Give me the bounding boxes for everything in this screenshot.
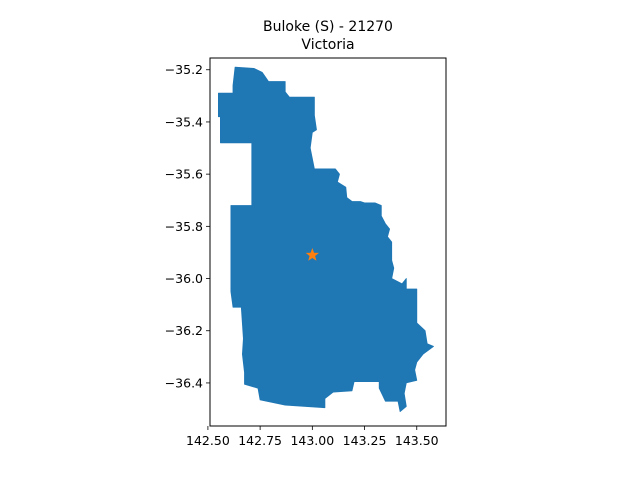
chart-title-line1: Buloke (S) - 21270 xyxy=(263,19,393,35)
y-tick-label: −35.6 xyxy=(165,167,203,182)
x-tick-label: 143.25 xyxy=(343,433,387,448)
y-axis: −35.2 −35.4 −35.6 −35.8 −36.0 −36.2 −36.4 xyxy=(165,62,210,390)
axes-frame xyxy=(209,57,447,427)
y-tick-label: −36.2 xyxy=(165,323,203,338)
y-tick-label: −36.0 xyxy=(165,271,203,286)
x-tick-label: 143.50 xyxy=(395,433,439,448)
x-tick-label: 143.00 xyxy=(290,433,334,448)
plot-area xyxy=(218,66,434,412)
y-tick-label: −35.2 xyxy=(165,62,203,77)
centroid-star-marker xyxy=(305,248,319,261)
y-tick-label: −35.4 xyxy=(165,114,203,129)
x-tick-label: 142.50 xyxy=(186,433,230,448)
x-tick-label: 142.75 xyxy=(238,433,282,448)
chart-title-line2: Victoria xyxy=(301,37,354,53)
y-tick-label: −35.8 xyxy=(165,219,203,234)
y-tick-label: −36.4 xyxy=(165,375,203,390)
region-polygon-buloke xyxy=(218,66,434,412)
x-axis: 142.50 142.75 143.00 143.25 143.50 xyxy=(186,426,439,448)
